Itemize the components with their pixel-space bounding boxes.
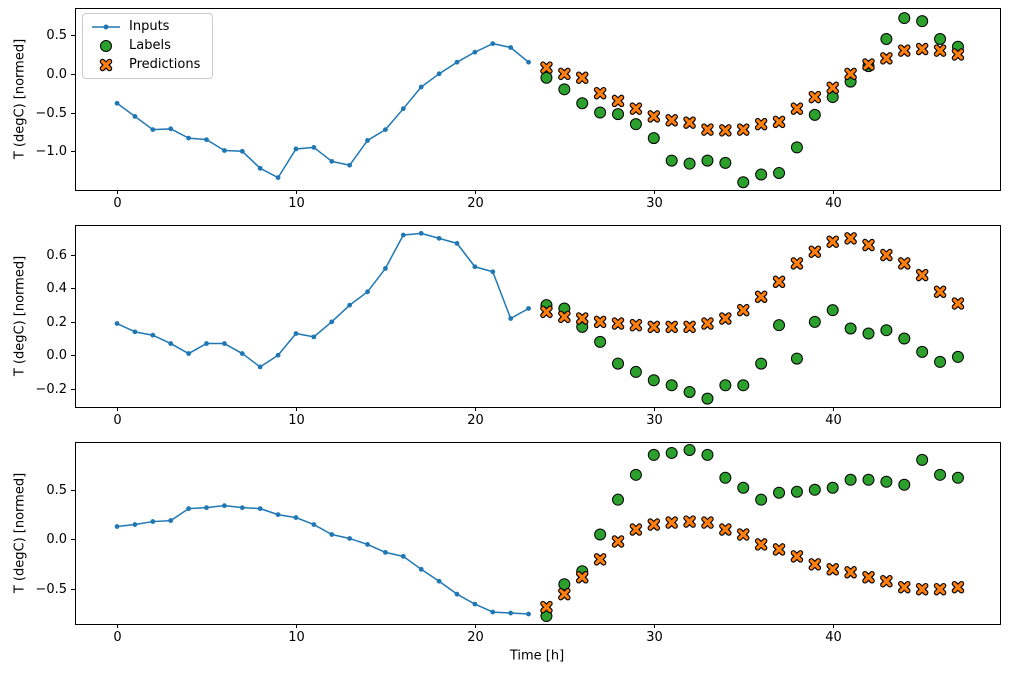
predictions-x-icon: [91, 58, 121, 72]
y-axis-label-top: T (degC) [normed]: [12, 38, 28, 160]
y-axis-label-bottom: T (degC) [normed]: [12, 472, 28, 594]
legend-label-inputs: Inputs: [129, 19, 170, 34]
legend-label-labels: Labels: [129, 38, 171, 53]
legend-label-predictions: Predictions: [129, 57, 201, 72]
y-axis-label-middle: T (degC) [normed]: [12, 255, 28, 377]
legend: Inputs Labels Predictions: [82, 13, 214, 79]
labels-circle-icon: [91, 39, 121, 53]
x-axis-label: Time [h]: [509, 648, 565, 664]
inputs-line-icon: [91, 20, 121, 34]
legend-item-predictions: Predictions: [91, 58, 200, 72]
legend-item-inputs: Inputs: [91, 20, 200, 34]
legend-item-labels: Labels: [91, 39, 200, 53]
